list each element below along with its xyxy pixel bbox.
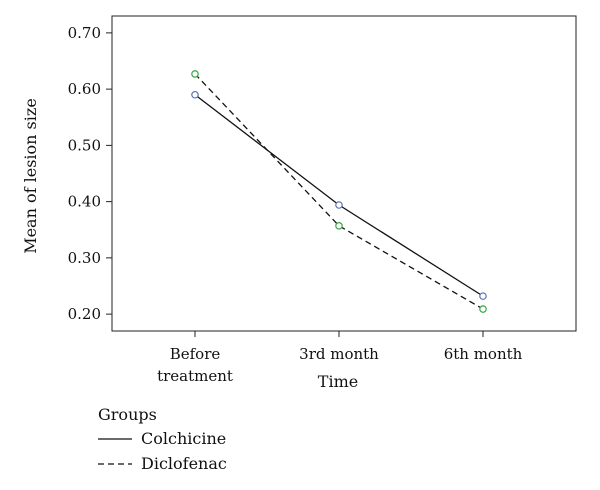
data-point-diclofenac — [479, 305, 487, 313]
legend-label-colchicine: Colchicine — [141, 429, 226, 448]
series-line-colchicine — [194, 94, 484, 297]
x-tick-label: Before — [170, 345, 221, 363]
x-tick-label: treatment — [157, 367, 233, 385]
data-point-colchicine — [191, 90, 199, 99]
data-point-diclofenac — [191, 70, 199, 78]
legend-label-diclofenac: Diclofenac — [141, 454, 227, 473]
y-tick-label: 0.40 — [68, 193, 101, 211]
legend: Groups Colchicine Diclofenac — [98, 405, 227, 473]
y-tick-label: 0.50 — [68, 136, 101, 154]
y-tick-label: 0.70 — [68, 24, 101, 42]
y-axis-title: Mean of lesion size — [21, 98, 40, 254]
x-axis-title: Time — [318, 372, 358, 391]
plot-frame — [111, 15, 577, 332]
series-lines — [194, 73, 484, 310]
series-markers — [191, 70, 487, 313]
data-point-colchicine — [335, 201, 343, 209]
data-point-diclofenac — [335, 222, 343, 230]
y-tick-label: 0.20 — [68, 305, 101, 323]
legend-title: Groups — [98, 405, 157, 424]
y-axis: 0.20 0.30 0.40 0.50 0.60 0.70 — [68, 24, 112, 323]
x-tick-label: 3rd month — [299, 345, 379, 363]
y-tick-label: 0.30 — [68, 249, 101, 267]
series-line-diclofenac — [194, 73, 484, 310]
data-point-colchicine — [479, 292, 487, 300]
x-tick-label: 6th month — [444, 345, 523, 363]
x-axis: Before treatment 3rd month 6th month — [157, 331, 523, 385]
y-tick-label: 0.60 — [68, 80, 101, 98]
